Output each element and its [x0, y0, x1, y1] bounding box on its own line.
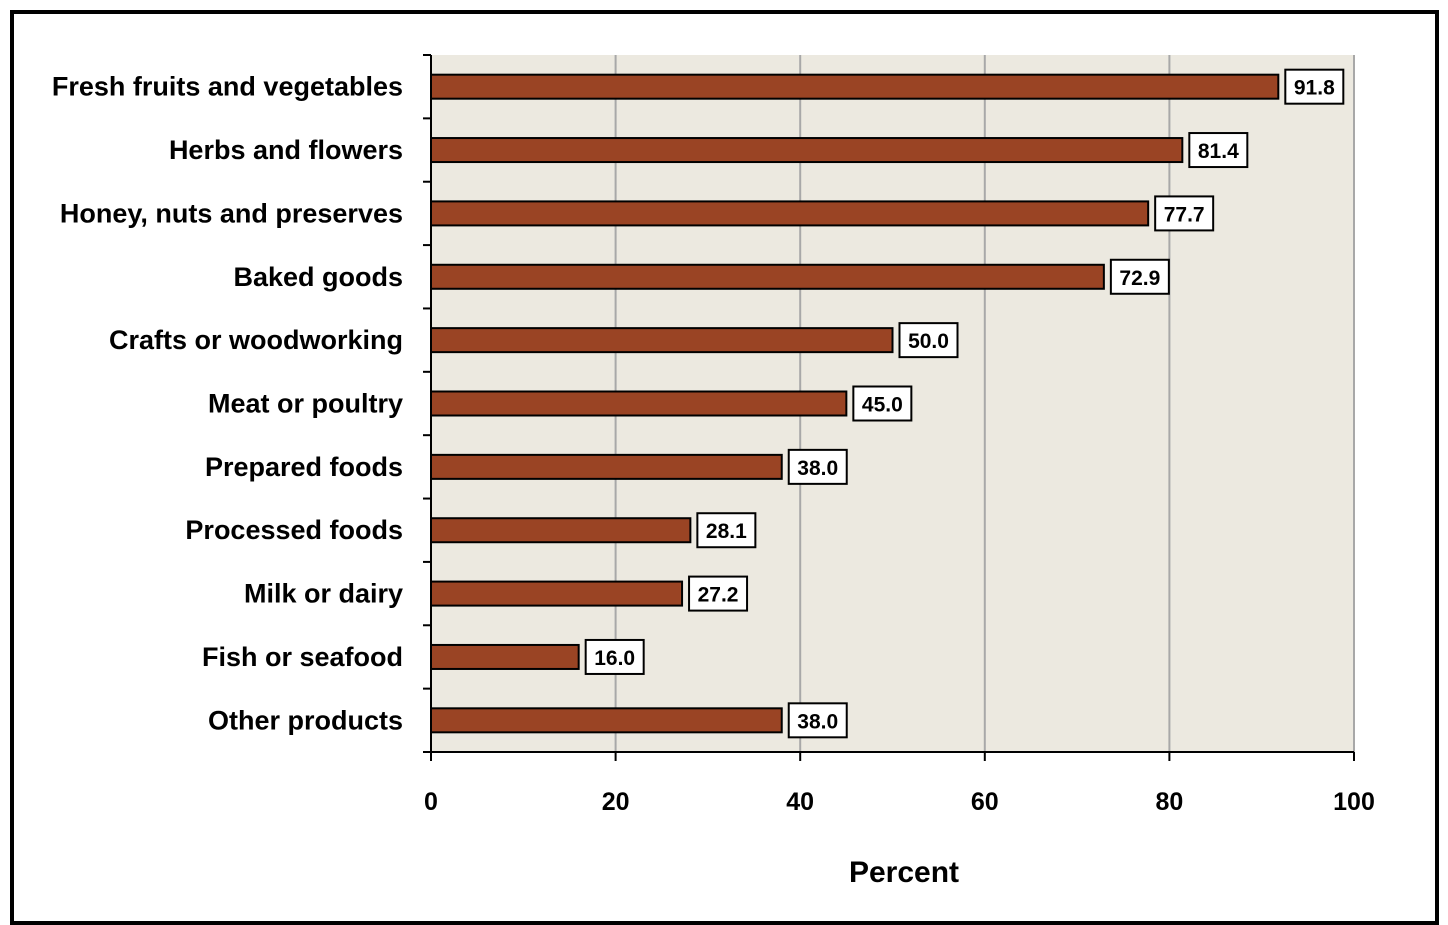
data-label: 28.1 [706, 520, 747, 543]
x-tick-label: 80 [1155, 788, 1183, 816]
bar [430, 707, 783, 734]
x-tick-label: 0 [424, 788, 438, 816]
bar [430, 263, 1105, 290]
x-tick-label: 20 [602, 788, 630, 816]
data-label-box [584, 638, 645, 675]
category-label: Honey, nuts and preserves [60, 198, 403, 228]
bar [430, 327, 894, 354]
category-label: Meat or poultry [208, 389, 403, 419]
data-label-box [688, 575, 749, 612]
category-label: Baked goods [233, 262, 403, 292]
data-label-box [898, 322, 959, 359]
x-tick-label: 60 [971, 788, 999, 816]
data-label: 81.4 [1198, 140, 1239, 163]
data-label: 72.9 [1119, 267, 1160, 290]
bar [430, 453, 783, 480]
category-label: Fish or seafood [202, 642, 403, 672]
category-label: Fresh fruits and vegetables [52, 72, 403, 102]
data-label: 45.0 [862, 394, 903, 417]
data-label: 27.2 [698, 584, 739, 607]
bar [430, 390, 848, 417]
data-label: 38.0 [797, 457, 838, 480]
bar [430, 517, 692, 544]
data-label: 91.8 [1294, 77, 1335, 100]
bar [430, 580, 684, 607]
data-label-box [1154, 195, 1215, 232]
category-label: Processed foods [185, 515, 403, 545]
bar [430, 137, 1184, 164]
data-label-box [1188, 132, 1249, 169]
data-label-box [852, 385, 913, 422]
x-tick-label: 100 [1333, 788, 1375, 816]
bar [430, 200, 1150, 227]
category-label: Other products [208, 705, 403, 735]
x-tick-label: 40 [786, 788, 814, 816]
category-label: Prepared foods [205, 452, 403, 482]
category-label: Herbs and flowers [169, 135, 403, 165]
data-label-box [1284, 68, 1345, 105]
category-label: Crafts or woodworking [109, 325, 403, 355]
bar [430, 73, 1280, 100]
category-label: Milk or dairy [244, 579, 403, 609]
data-label: 50.0 [908, 330, 949, 353]
bar [430, 643, 580, 670]
x-axis-title: Percent [849, 856, 959, 889]
data-label: 16.0 [594, 647, 635, 670]
data-label: 38.0 [797, 710, 838, 733]
data-label-box [787, 448, 848, 485]
data-label: 77.7 [1164, 203, 1205, 226]
data-label-box [787, 702, 848, 739]
data-label-box [1109, 258, 1170, 295]
data-label-box [696, 512, 757, 549]
